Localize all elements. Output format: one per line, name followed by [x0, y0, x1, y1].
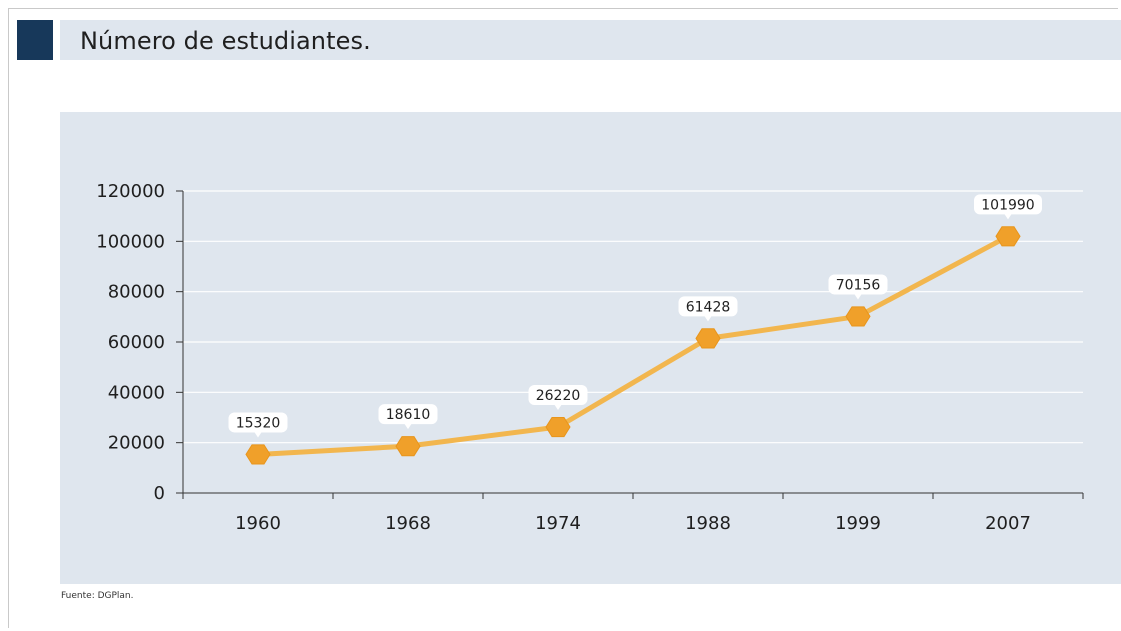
source-note: Fuente: DGPlan.: [61, 591, 134, 601]
data-point-1974: [545, 417, 571, 438]
data-label-pointer: [854, 293, 862, 300]
data-point-1988: [695, 328, 721, 349]
data-point-2007: [995, 226, 1021, 247]
y-tick-label: 100000: [96, 231, 165, 252]
figure-frame: [8, 8, 1118, 628]
x-tick-label-1999: 1999: [835, 513, 881, 534]
series-polyline: [255, 233, 1011, 457]
data-label-bubble: [528, 385, 588, 406]
title-bar: [60, 20, 1121, 60]
axes: [176, 190, 1084, 499]
data-point-1999: [845, 306, 871, 327]
data-label-bubble: [678, 296, 738, 317]
data-label-1988: 61428: [686, 299, 731, 315]
y-tick-label: 120000: [96, 181, 165, 202]
x-axis-tick-labels: 1960 1968 1974 1988 1999 2007: [235, 513, 1031, 534]
data-label-pointer: [1004, 213, 1012, 220]
data-label-bubble: [974, 194, 1042, 215]
data-label-pointer: [404, 423, 412, 430]
x-tick-label-1960: 1960: [235, 513, 281, 534]
data-label-pointer: [704, 315, 712, 322]
data-label-bubble: [828, 274, 888, 295]
y-tick-label: 60000: [108, 332, 165, 353]
y-tick-label: 80000: [108, 282, 165, 303]
data-label-pointer: [254, 431, 262, 438]
data-label-pointer: [554, 404, 562, 411]
x-tick-label-1988: 1988: [685, 513, 731, 534]
x-tick-label-1974: 1974: [535, 513, 581, 534]
chart-title: Número de estudiantes.: [80, 27, 371, 55]
data-label-bubble: [378, 404, 438, 425]
x-tick-label-1968: 1968: [385, 513, 431, 534]
series-line: [255, 233, 1011, 457]
data-label-1960: 15320: [236, 415, 281, 431]
data-point-1960: [245, 444, 271, 465]
y-tick-label: 40000: [108, 382, 165, 403]
y-tick-label: 0: [154, 483, 165, 504]
data-label-1968: 18610: [386, 407, 431, 423]
y-tick-label: 20000: [108, 433, 165, 454]
grid-lines: [183, 190, 1083, 444]
data-labels: 15320 18610 26220 61428 70156 101990: [228, 194, 1042, 438]
data-point-1968: [395, 436, 421, 457]
data-label-1974: 26220: [536, 388, 581, 404]
title-marker: [17, 20, 53, 60]
x-tick-label-2007: 2007: [985, 513, 1031, 534]
data-label-1999: 70156: [836, 277, 881, 293]
data-label-bubble: [228, 412, 288, 433]
data-markers: [245, 226, 1021, 465]
y-axis-tick-labels: 0 20000 40000 60000 80000 100000 120000: [96, 181, 165, 504]
data-label-2007: 101990: [981, 197, 1034, 213]
